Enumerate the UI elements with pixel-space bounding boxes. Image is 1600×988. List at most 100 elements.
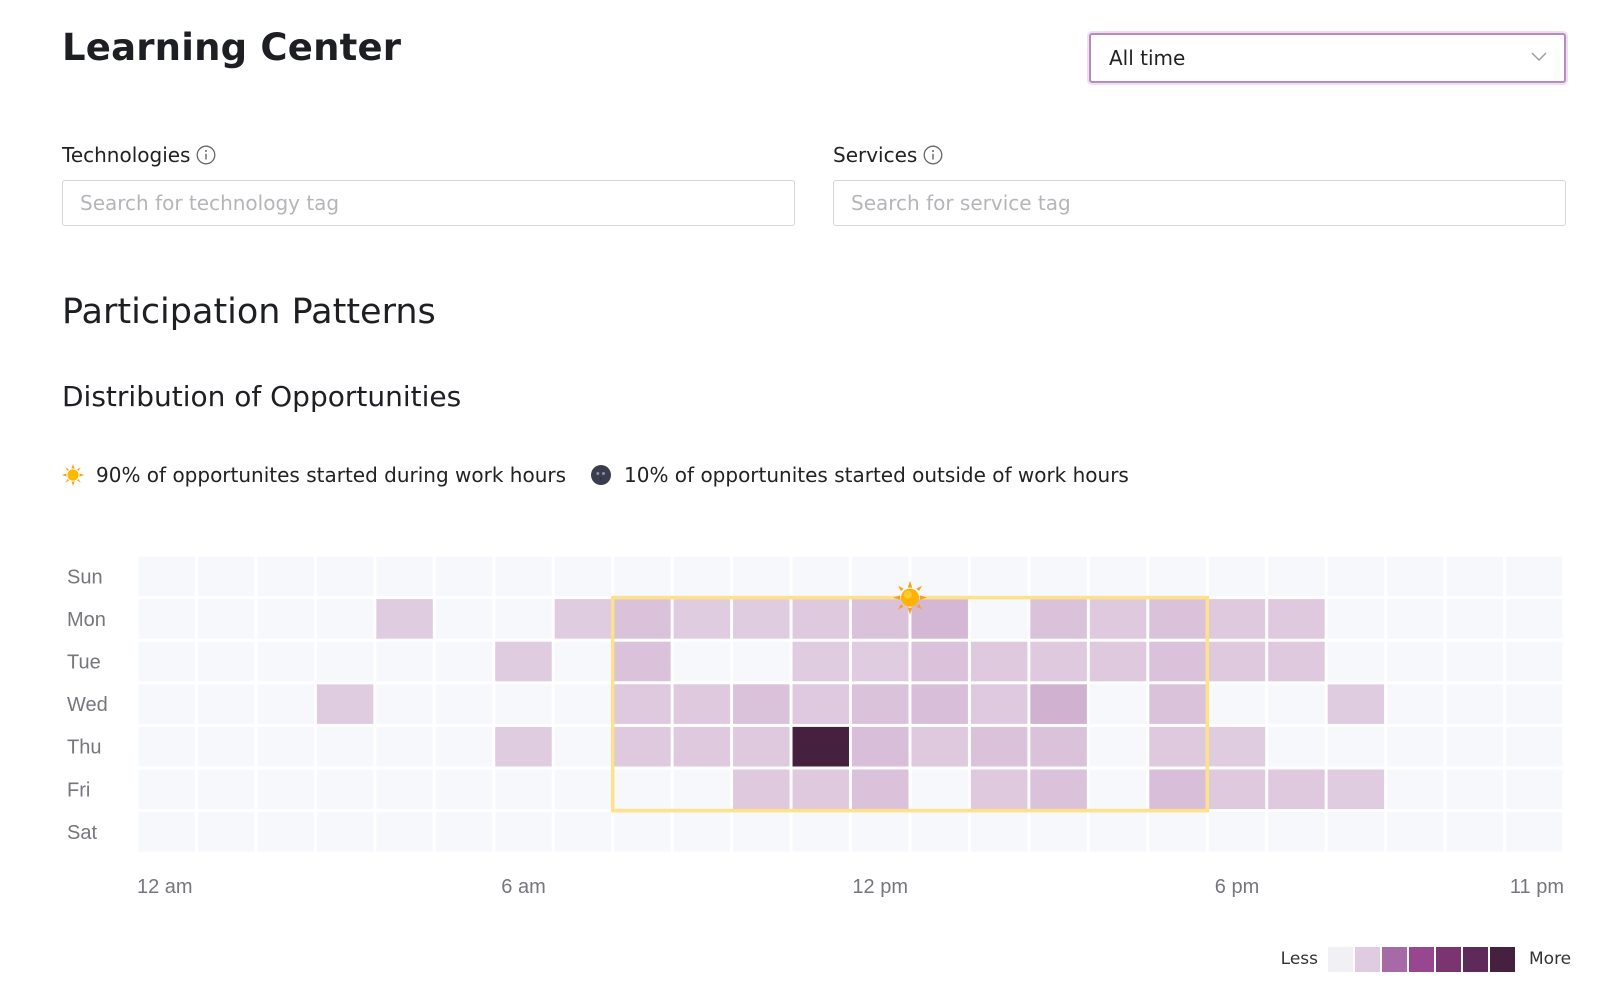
heatmap-cell[interactable] [1089,556,1147,597]
heatmap-cell[interactable] [614,599,671,639]
heatmap-cell[interactable] [1387,769,1444,810]
heatmap-cell[interactable] [1030,641,1087,682]
heatmap-cell[interactable] [1327,812,1385,852]
heatmap-cell[interactable] [435,599,493,639]
heatmap-cell[interactable] [733,726,790,767]
heatmap-cell[interactable] [911,726,968,767]
heatmap-cell[interactable] [1089,726,1147,767]
heatmap-cell[interactable] [1208,769,1266,810]
heatmap-cell[interactable] [911,556,968,597]
heatmap-cell[interactable] [1446,641,1504,682]
heatmap-cell[interactable] [435,641,493,682]
heatmap-cell[interactable] [733,684,790,724]
heatmap-cell[interactable] [197,726,255,767]
heatmap-cell[interactable] [1446,726,1504,767]
heatmap-cell[interactable] [376,599,433,639]
heatmap-cell[interactable] [138,726,195,767]
heatmap-cell[interactable] [970,812,1028,852]
heatmap-cell[interactable] [316,684,374,724]
heatmap-cell[interactable] [316,769,374,810]
heatmap-cell[interactable] [792,726,849,767]
heatmap-cell[interactable] [1268,556,1325,597]
heatmap-cell[interactable] [852,641,909,682]
heatmap-cell[interactable] [138,599,195,639]
heatmap-cell[interactable] [435,769,493,810]
heatmap-cell[interactable] [1506,641,1563,682]
heatmap-cell[interactable] [1446,599,1504,639]
heatmap-cell[interactable] [673,684,731,724]
heatmap-cell[interactable] [495,769,552,810]
heatmap-cell[interactable] [316,641,374,682]
heatmap-cell[interactable] [1208,641,1266,682]
heatmap-cell[interactable] [1089,599,1147,639]
heatmap-cell[interactable] [1506,684,1563,724]
heatmap-cell[interactable] [316,726,374,767]
info-icon[interactable] [923,145,943,165]
heatmap-cell[interactable] [733,769,790,810]
heatmap-cell[interactable] [911,684,968,724]
heatmap-cell[interactable] [554,599,612,639]
heatmap-cell[interactable] [554,556,612,597]
heatmap-cell[interactable] [1506,726,1563,767]
heatmap-cell[interactable] [257,769,314,810]
heatmap-cell[interactable] [614,769,671,810]
heatmap-cell[interactable] [1030,556,1087,597]
heatmap-cell[interactable] [673,812,731,852]
heatmap-cell[interactable] [1089,812,1147,852]
heatmap-cell[interactable] [614,684,671,724]
heatmap-cell[interactable] [1387,684,1444,724]
heatmap-cell[interactable] [138,812,195,852]
heatmap-cell[interactable] [257,684,314,724]
heatmap-cell[interactable] [1208,599,1266,639]
heatmap-cell[interactable] [1268,641,1325,682]
heatmap-cell[interactable] [792,812,849,852]
heatmap-cell[interactable] [197,769,255,810]
heatmap-cell[interactable] [1030,684,1087,724]
heatmap-cell[interactable] [1387,556,1444,597]
heatmap-cell[interactable] [1327,556,1385,597]
heatmap-cell[interactable] [435,726,493,767]
heatmap-cell[interactable] [1208,556,1266,597]
heatmap-cell[interactable] [257,599,314,639]
heatmap-cell[interactable] [376,769,433,810]
heatmap-cell[interactable] [733,641,790,682]
heatmap-cell[interactable] [673,726,731,767]
heatmap-cell[interactable] [852,556,909,597]
heatmap-cell[interactable] [852,769,909,810]
heatmap-cell[interactable] [1149,769,1206,810]
heatmap-cell[interactable] [852,726,909,767]
heatmap-cell[interactable] [1268,726,1325,767]
heatmap-cell[interactable] [1208,684,1266,724]
heatmap-cell[interactable] [614,641,671,682]
heatmap-cell[interactable] [1327,641,1385,682]
heatmap-cell[interactable] [316,556,374,597]
heatmap-cell[interactable] [1446,684,1504,724]
heatmap-cell[interactable] [197,684,255,724]
heatmap-cell[interactable] [495,812,552,852]
heatmap-cell[interactable] [970,726,1028,767]
heatmap-cell[interactable] [673,599,731,639]
heatmap-cell[interactable] [792,641,849,682]
heatmap-cell[interactable] [792,599,849,639]
heatmap-cell[interactable] [792,769,849,810]
heatmap-cell[interactable] [911,769,968,810]
heatmap-cell[interactable] [197,599,255,639]
heatmap-cell[interactable] [554,769,612,810]
heatmap-cell[interactable] [257,556,314,597]
heatmap-cell[interactable] [376,726,433,767]
heatmap-cell[interactable] [495,599,552,639]
heatmap-cell[interactable] [1208,726,1266,767]
heatmap-cell[interactable] [138,641,195,682]
heatmap-cell[interactable] [495,684,552,724]
heatmap-cell[interactable] [554,641,612,682]
heatmap-cell[interactable] [792,556,849,597]
heatmap-cell[interactable] [1268,769,1325,810]
heatmap-cell[interactable] [495,726,552,767]
heatmap-cell[interactable] [1446,769,1504,810]
heatmap-cell[interactable] [1387,726,1444,767]
heatmap-cell[interactable] [1030,599,1087,639]
heatmap-cell[interactable] [1149,599,1206,639]
heatmap-cell[interactable] [376,684,433,724]
heatmap-cell[interactable] [733,599,790,639]
heatmap-cell[interactable] [197,556,255,597]
